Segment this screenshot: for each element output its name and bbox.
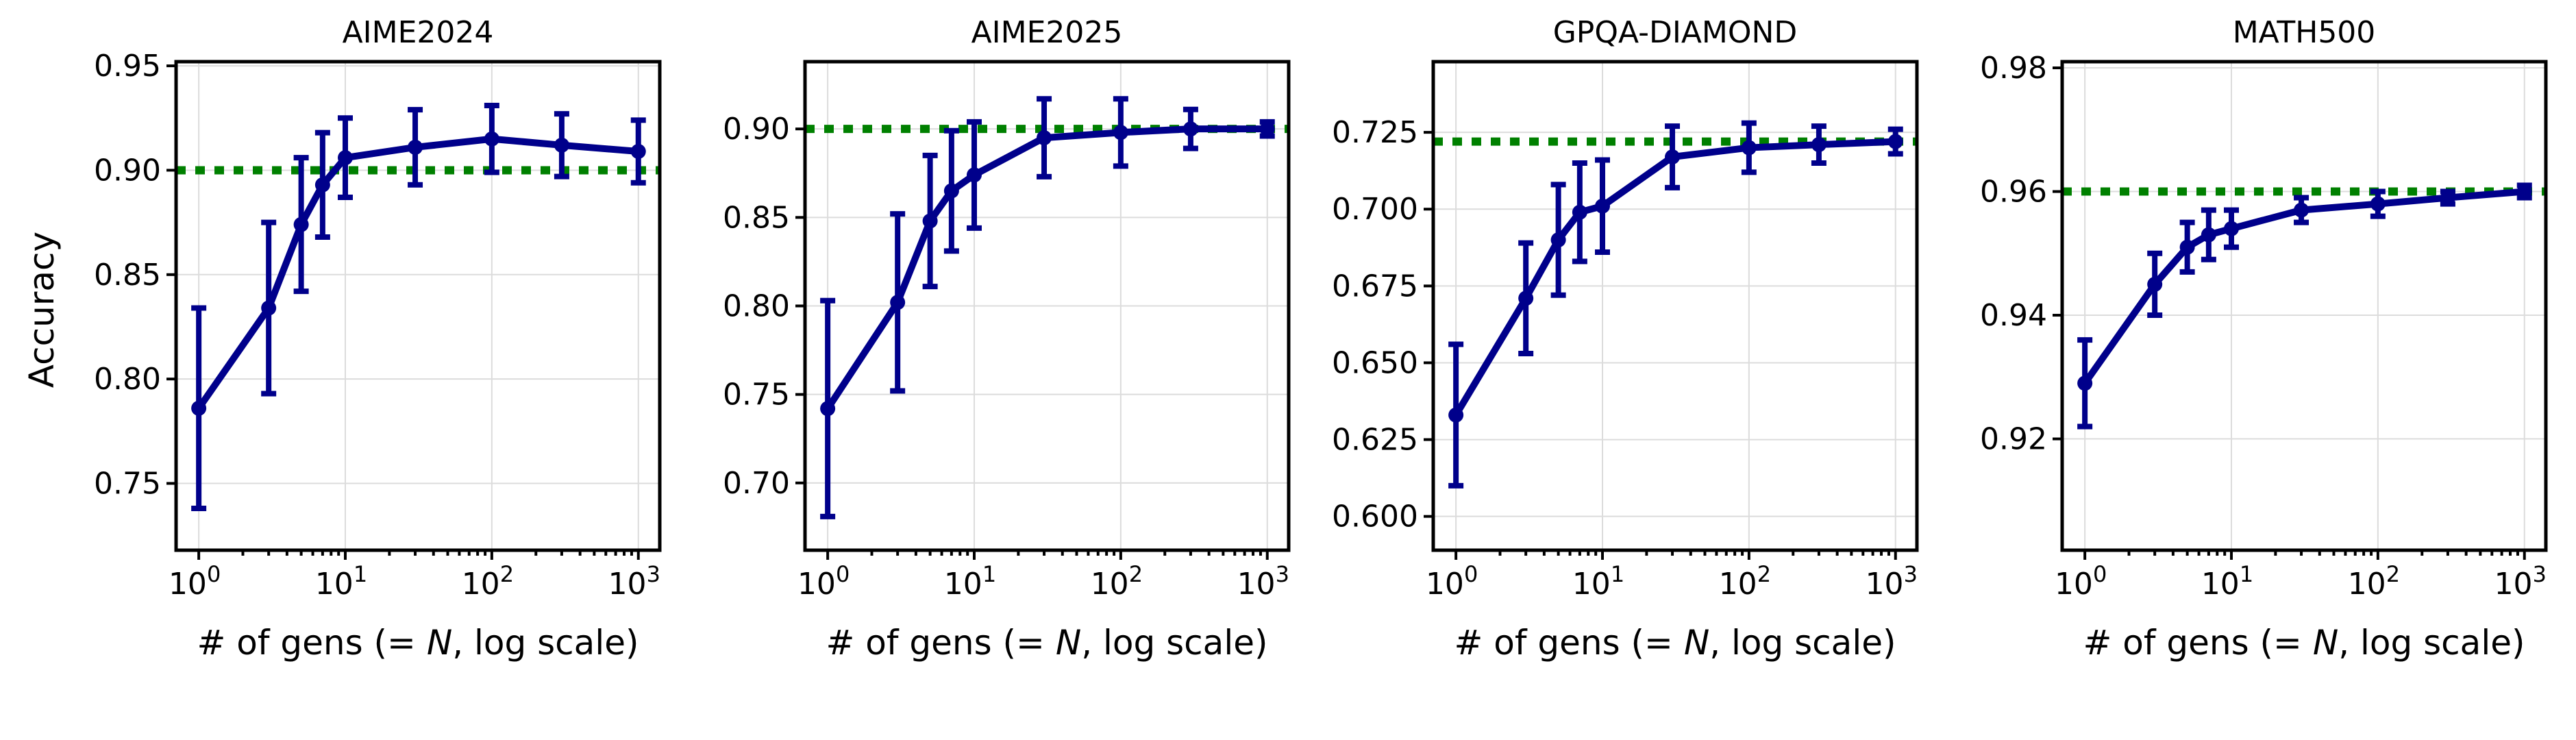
chart-panel-1: 0.75 0.80 0.85 0.90 0.95 100 101 102 103 AIME2024… <box>94 15 662 663</box>
data-point <box>408 139 423 155</box>
x-tick-label: 100 <box>1426 561 1478 602</box>
x-tick-label: 102 <box>2348 561 2400 602</box>
x-tick-label: 101 <box>315 561 367 602</box>
data-point <box>338 150 354 166</box>
y-tick-label: 0.725 <box>1332 115 1418 150</box>
data-point <box>2516 184 2532 199</box>
x-axis-label: # of gens (= N, log scale) <box>197 623 639 663</box>
x-axis-label: # of gens (= N, log scale) <box>826 623 1268 663</box>
data-point <box>293 217 309 232</box>
plot-frame <box>1431 60 1919 552</box>
data-point <box>1550 232 1566 248</box>
y-tick-label: 0.85 <box>94 258 161 293</box>
x-tick-label: 103 <box>1237 561 1289 602</box>
y-tick-label: 0.98 <box>1980 51 2047 86</box>
accuracy-line <box>196 135 639 410</box>
y-tick-label: 0.700 <box>1332 192 1418 227</box>
y-tick-label: 0.90 <box>723 112 790 147</box>
y-tick-label: 0.75 <box>94 466 161 501</box>
data-point <box>630 144 646 160</box>
data-point <box>1037 130 1052 146</box>
data-point <box>191 400 207 416</box>
x-tick-label: 103 <box>1866 561 1918 602</box>
data-point <box>554 137 569 153</box>
plot-frame <box>2060 60 2548 552</box>
x-tick-label: 100 <box>169 561 221 602</box>
data-point <box>1518 291 1534 306</box>
x-tick-label: 100 <box>2055 561 2107 602</box>
x-tick-label: 103 <box>2494 561 2547 602</box>
plot-frame <box>174 60 662 552</box>
y-tick-label: 0.80 <box>723 289 790 324</box>
chart-panel-4: 0.92 0.94 0.96 0.98 100 101 102 103 MATH500 # of … <box>1980 15 2548 663</box>
data-point <box>1182 121 1198 137</box>
y-tick-label: 0.90 <box>94 153 161 188</box>
y-tick-label: 0.650 <box>1332 345 1418 380</box>
y-tick-label: 0.95 <box>94 49 161 84</box>
accuracy-line <box>1452 138 1896 417</box>
data-point <box>1595 198 1611 214</box>
data-point <box>922 213 938 229</box>
y-tick-label: 0.94 <box>1980 298 2047 333</box>
data-point <box>1448 407 1464 423</box>
data-point <box>1741 140 1757 156</box>
x-tick-label: 101 <box>2201 561 2253 602</box>
data-point <box>484 131 499 147</box>
y-tick-label: 0.625 <box>1332 423 1418 458</box>
data-point <box>1113 125 1128 140</box>
y-tick-label: 0.96 <box>1980 175 2047 210</box>
y-tick-label: 0.92 <box>1980 422 2047 457</box>
x-tick-label: 102 <box>1091 561 1143 602</box>
data-point <box>2370 196 2386 212</box>
data-point <box>967 167 982 183</box>
x-axis-label: # of gens (= N, log scale) <box>2083 623 2525 663</box>
x-tick-label: 101 <box>1572 561 1624 602</box>
panel-title: GPQA-DIAMOND <box>1553 15 1798 50</box>
accuracy-line <box>824 125 1267 411</box>
data-point <box>1259 121 1275 137</box>
chart-panel-3: 0.600 0.625 0.650 0.675 0.700 0.725 100 101 102 1… <box>1332 15 1919 663</box>
x-tick-label: 101 <box>944 561 996 602</box>
panel-title: AIME2024 <box>343 15 494 50</box>
x-tick-label: 103 <box>608 561 660 602</box>
data-point <box>943 183 959 199</box>
y-tick-label: 0.80 <box>94 362 161 397</box>
y-tick-label: 0.75 <box>723 378 790 412</box>
x-axis-label: # of gens (= N, log scale) <box>1454 623 1896 663</box>
data-point <box>820 401 836 417</box>
data-point <box>2201 227 2216 243</box>
y-tick-label: 0.85 <box>723 200 790 235</box>
y-tick-label: 0.600 <box>1332 500 1418 534</box>
y-axis-label: Accuracy <box>22 232 62 388</box>
data-point <box>890 295 906 310</box>
data-point <box>2077 375 2093 391</box>
data-point <box>1572 204 1587 220</box>
data-point <box>1811 137 1826 153</box>
data-point <box>1887 134 1903 149</box>
y-tick-label: 0.70 <box>723 466 790 501</box>
panel-title: AIME2025 <box>971 15 1123 50</box>
data-point <box>261 300 277 316</box>
x-tick-label: 102 <box>1719 561 1771 602</box>
x-tick-label: 100 <box>797 561 850 602</box>
panel-title: MATH500 <box>2233 15 2376 50</box>
chart-panel-2: 0.70 0.75 0.80 0.85 0.90 100 101 102 103 AIME2025… <box>723 15 1291 663</box>
data-point <box>2179 239 2195 255</box>
data-point <box>2147 276 2163 292</box>
y-tick-label: 0.675 <box>1332 269 1418 304</box>
data-point <box>2440 190 2455 206</box>
plot-frame <box>803 60 1291 552</box>
data-point <box>314 177 330 193</box>
data-point <box>1665 149 1681 165</box>
data-point <box>2294 202 2309 218</box>
x-tick-label: 102 <box>462 561 514 602</box>
data-point <box>2224 221 2240 236</box>
